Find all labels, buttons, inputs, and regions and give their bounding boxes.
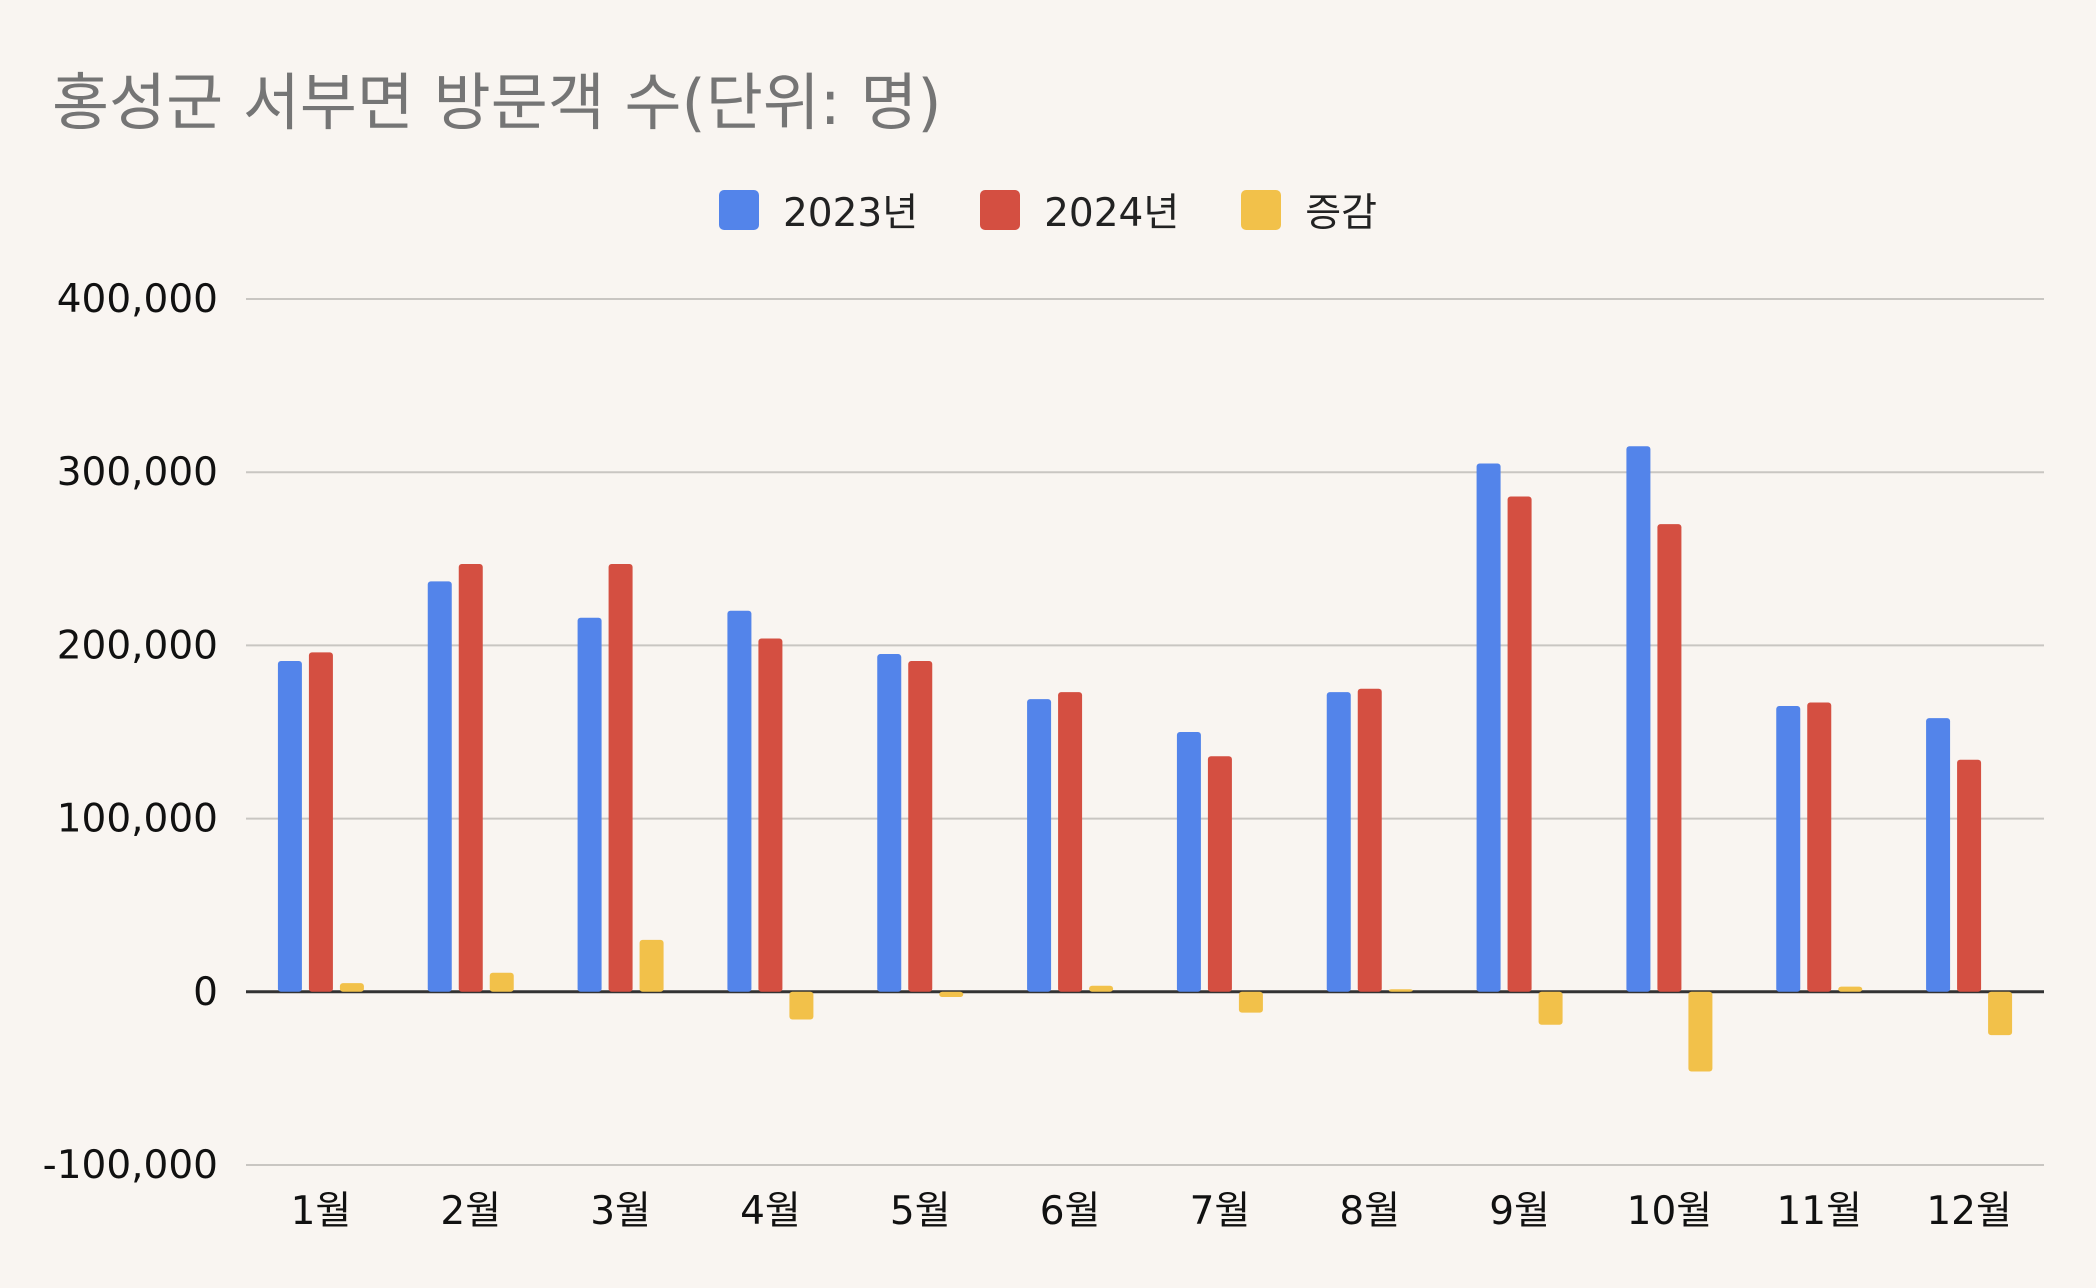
bar-2023 xyxy=(1176,732,1201,992)
bar-change xyxy=(339,983,364,992)
y-tick-label: 100,000 xyxy=(57,797,218,842)
y-tick-label: 0 xyxy=(193,970,218,1015)
x-tick-label: 5월 xyxy=(890,1189,951,1234)
bar-2023 xyxy=(1776,706,1801,992)
x-tick-label: 4월 xyxy=(740,1189,801,1234)
bar-2023 xyxy=(1027,699,1052,992)
chart-title: 홍성군 서부면 방문객 수(단위: 명) xyxy=(52,66,942,139)
bar-2024 xyxy=(1357,688,1382,992)
bar-2023 xyxy=(1626,446,1651,992)
legend-label-change: 증감 xyxy=(1305,191,1378,236)
legend-label-2024: 2024년 xyxy=(1044,191,1180,236)
bar-change xyxy=(1238,991,1263,1013)
bar-change xyxy=(1838,986,1863,992)
bar-change xyxy=(489,972,514,992)
bar-change xyxy=(1988,991,2013,1036)
bar-2024 xyxy=(1657,524,1682,992)
bar-2023 xyxy=(427,581,452,992)
legend-label-2023: 2023년 xyxy=(782,191,919,236)
y-tick-label: 400,000 xyxy=(57,277,218,322)
bar-2023 xyxy=(1926,718,1951,992)
bar-change xyxy=(1538,991,1563,1025)
bar-2023 xyxy=(277,660,302,992)
x-tick-label: 1월 xyxy=(291,1189,352,1234)
legend-swatch-change xyxy=(1241,190,1282,230)
x-tick-label: 10월 xyxy=(1627,1189,1713,1234)
legend-item-change: 증감 xyxy=(1241,182,1377,238)
bar-2024 xyxy=(1507,496,1532,992)
legend-swatch-2024 xyxy=(980,190,1021,230)
bar-2024 xyxy=(308,652,333,992)
x-tick-label: 9월 xyxy=(1489,1189,1550,1234)
bar-2024 xyxy=(1207,756,1232,992)
bar-2023 xyxy=(727,610,752,992)
bar-2024 xyxy=(908,660,933,992)
bar-2024 xyxy=(608,563,633,992)
bar-2023 xyxy=(1476,463,1501,992)
bar-change xyxy=(1089,985,1114,992)
x-tick-label: 8월 xyxy=(1339,1189,1400,1234)
legend-item-2023: 2023년 xyxy=(718,182,919,238)
x-tick-label: 12월 xyxy=(1926,1189,2012,1234)
legend: 2023년 2024년 증감 xyxy=(0,182,2096,238)
x-tick-label: 6월 xyxy=(1040,1189,1101,1234)
bar-change xyxy=(1388,989,1413,992)
legend-swatch-2023 xyxy=(718,190,759,230)
bar-2024 xyxy=(1957,759,1982,992)
bar-2024 xyxy=(1807,702,1832,992)
bar-2023 xyxy=(877,654,902,992)
bar-change xyxy=(639,939,664,992)
bar-2024 xyxy=(458,563,483,992)
x-tick-label: 7월 xyxy=(1190,1189,1251,1234)
bar-2024 xyxy=(1058,692,1083,992)
bar-2023 xyxy=(1326,692,1351,992)
bar-change xyxy=(1688,991,1713,1072)
x-tick-label: 2월 xyxy=(440,1189,501,1234)
y-tick-label: 200,000 xyxy=(57,623,218,668)
bar-change xyxy=(789,991,814,1020)
bar-change xyxy=(939,991,964,997)
x-tick-label: 3월 xyxy=(590,1189,651,1234)
y-tick-label: 300,000 xyxy=(57,450,218,495)
y-tick-label: -100,000 xyxy=(43,1143,218,1188)
x-tick-label: 11월 xyxy=(1776,1189,1862,1234)
bar-2024 xyxy=(758,638,783,992)
bar-2023 xyxy=(577,617,602,992)
legend-item-2024: 2024년 xyxy=(980,182,1179,238)
